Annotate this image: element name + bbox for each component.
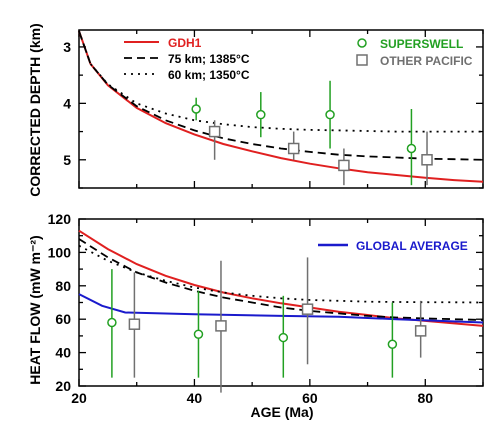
legend-label-other-pacific: OTHER PACIFIC — [380, 54, 473, 68]
heatflow-points — [107, 257, 427, 393]
heatflow-series — [78, 229, 484, 327]
y-tick-label: 60 — [55, 311, 71, 327]
legend-label-superswell: SUPERSWELL — [380, 37, 463, 51]
legend-label-60-km-1350-c: 60 km; 1350°C — [168, 68, 250, 82]
heatflow-y-axis: 20 40 60 80 100 120 — [48, 211, 483, 394]
heatflow-y-axis-label: HEAT FLOW (mW m⁻²) — [27, 235, 43, 384]
x-tick-label: 60 — [302, 390, 318, 406]
series-line-60-km-1350-c — [78, 244, 484, 304]
series-line-75-km-1385-c — [78, 238, 484, 321]
heatflow-x-axis: 20 40 60 80 — [71, 219, 484, 406]
depth-plot-frame — [78, 29, 484, 189]
x-tick-label: 80 — [417, 390, 433, 406]
legend-marker-other-pacific — [356, 54, 368, 66]
y-tick-label: 100 — [48, 244, 72, 260]
y-tick-label: 20 — [55, 378, 71, 394]
superswell-point — [387, 339, 398, 349]
y-tick-label: 5 — [63, 152, 71, 168]
y-tick-label: 3 — [63, 39, 71, 55]
other-pacific-point — [287, 142, 300, 155]
y-tick-label: 4 — [63, 95, 71, 111]
y-tick-label: 80 — [55, 278, 71, 294]
other-pacific-point — [128, 318, 141, 330]
depth-panel: 3 4 5 GDH1 75 km; 1385°C 60 km; 1350°C SUPERS… — [27, 23, 484, 197]
x-tick-label: 40 — [187, 390, 203, 406]
superswell-point — [278, 332, 289, 343]
superswell-point — [256, 109, 266, 120]
superswell-point — [191, 104, 201, 114]
other-pacific-point — [301, 303, 314, 315]
superswell-point — [325, 109, 335, 120]
depth-legend: GDH1 75 km; 1385°C 60 km; 1350°C SUPERSWELL… — [124, 36, 473, 82]
series-line-60-km-1350-c — [78, 30, 483, 133]
superswell-point — [107, 317, 117, 328]
depth-x-axis — [78, 30, 484, 188]
y-tick-label: 120 — [48, 211, 72, 227]
heatflow-legend: GLOBAL AVERAGE — [318, 239, 468, 253]
legend-marker-superswell — [357, 38, 367, 48]
heatflow-panel: 20 40 60 80 100 120 20 40 60 80 GLOBAL AVERAGE H… — [27, 211, 484, 420]
legend-label-75-km-1385-c: 75 km; 1385°C — [168, 52, 250, 66]
series-line-global-average — [78, 293, 484, 324]
other-pacific-point — [208, 125, 221, 138]
superswell-point — [193, 329, 204, 339]
x-tick-label: 20 — [71, 390, 87, 406]
heatflow-x-axis-label: AGE (Ma) — [251, 404, 314, 420]
legend-label-gdh1: GDH1 — [168, 36, 202, 50]
depth-y-axis-label: CORRECTED DEPTH (km) — [27, 23, 43, 196]
other-pacific-point — [421, 154, 433, 166]
superswell-point — [406, 143, 417, 154]
depth-points — [191, 80, 433, 186]
other-pacific-point — [338, 159, 350, 172]
other-pacific-point — [215, 320, 227, 332]
legend-label-global-average: GLOBAL AVERAGE — [356, 239, 468, 253]
y-tick-label: 40 — [55, 345, 71, 361]
other-pacific-point — [414, 325, 427, 337]
